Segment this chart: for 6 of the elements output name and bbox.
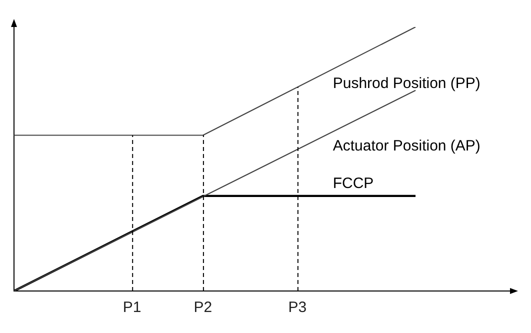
series-label: Actuator Position (AP): [332, 138, 480, 155]
x-tick-label: P3: [288, 299, 307, 316]
x-tick-label: P1: [122, 299, 142, 316]
series-label: Pushrod Position (PP): [332, 75, 480, 92]
series-label: FCCP: [332, 174, 374, 192]
x-tick-label: P2: [194, 299, 212, 316]
